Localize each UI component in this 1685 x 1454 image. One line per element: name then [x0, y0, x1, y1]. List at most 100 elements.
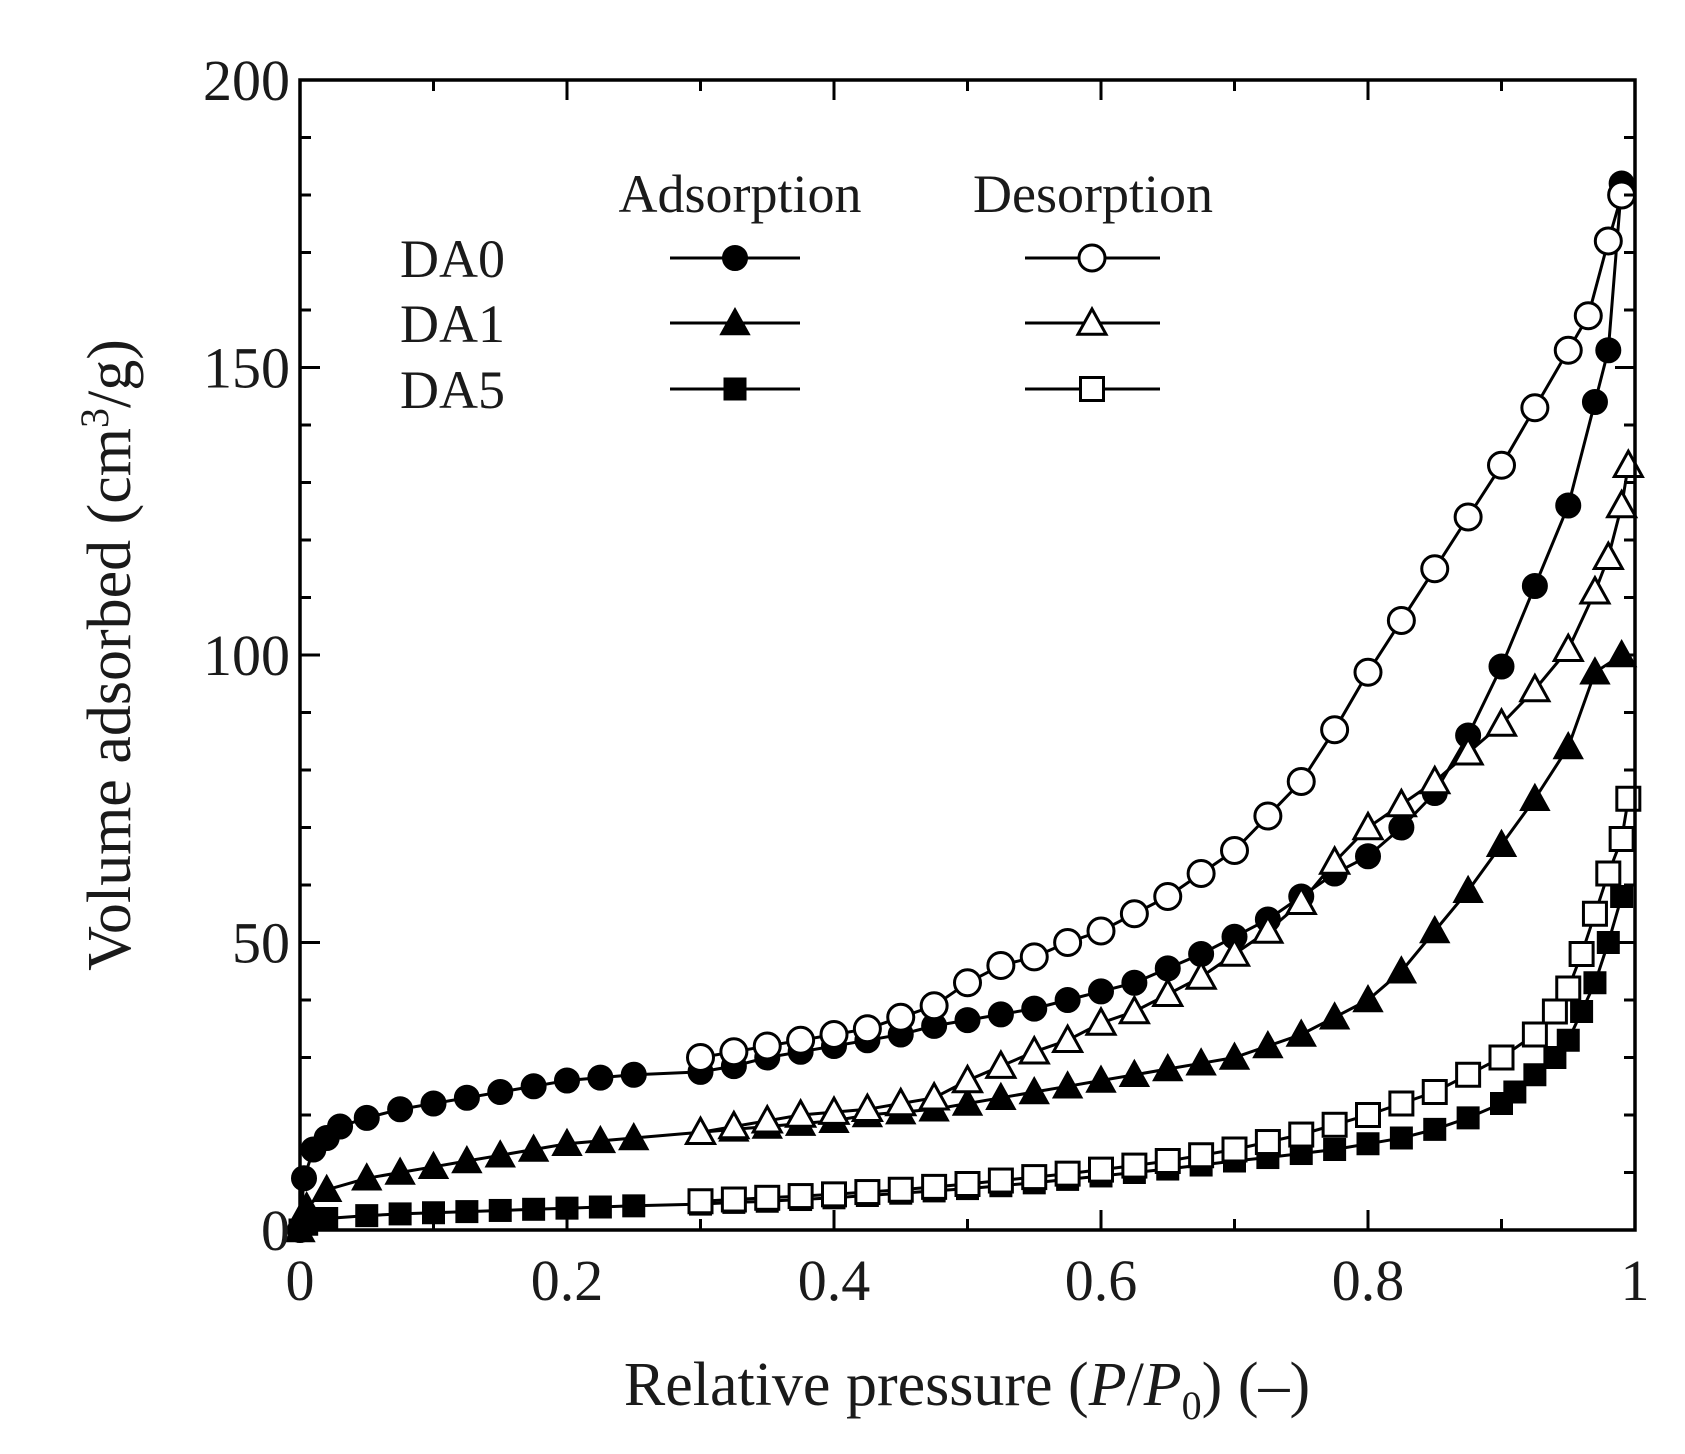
data-point-da0-adsorption: [1355, 843, 1381, 870]
data-point-da0-desorption: [1086, 916, 1116, 946]
data-point-da5-desorption: [687, 1188, 714, 1215]
data-point-da0-adsorption: [520, 1073, 547, 1100]
data-point-da1-adsorption: [1452, 874, 1484, 903]
y-tick-label: 200: [203, 48, 290, 113]
data-point-da1-desorption: [1251, 913, 1285, 944]
data-point-da0-desorption: [1320, 715, 1350, 745]
data-point-da5-desorption: [1221, 1136, 1248, 1163]
data-point-da5-adsorption: [488, 1198, 512, 1222]
data-point-da1-adsorption: [351, 1162, 383, 1191]
data-point-da1-desorption: [1578, 574, 1612, 605]
data-point-da1-adsorption: [1252, 1029, 1284, 1059]
data-point-da5-desorption: [1541, 998, 1568, 1025]
data-point-da5-adsorption: [588, 1195, 612, 1219]
series-line-da0-desorption: [700, 194, 1624, 1059]
data-point-da0-desorption: [986, 951, 1016, 980]
data-point-da1-adsorption: [1352, 983, 1384, 1013]
data-point-da0-desorption: [1353, 657, 1383, 687]
data-point-da0-desorption: [786, 1025, 816, 1055]
data-point-da5-adsorption: [1583, 971, 1607, 995]
data-point-da0-desorption: [1220, 836, 1249, 865]
data-point-da1-desorption: [1217, 936, 1252, 967]
data-point-da0-desorption: [1453, 502, 1483, 532]
legend-marker-da1-desorption: [1075, 305, 1109, 336]
data-point-da5-desorption: [1154, 1148, 1181, 1174]
data-point-da0-adsorption: [1121, 969, 1148, 996]
data-point-da1-desorption: [1591, 540, 1625, 570]
legend-marker-da1-adsorption: [719, 306, 751, 336]
data-point-da1-adsorption: [1419, 914, 1451, 944]
data-point-da5-desorption: [821, 1181, 847, 1208]
data-point-da0-adsorption: [1154, 955, 1181, 982]
data-point-da1-adsorption: [951, 1087, 984, 1116]
data-point-da0-desorption: [719, 1037, 749, 1067]
tick-layer: 0 0.2 0.4 0.6 0.8 1 0 50 100 150 200: [203, 48, 1650, 1313]
data-point-da0-desorption: [1286, 767, 1316, 796]
data-point-da1-desorption: [1605, 488, 1639, 519]
data-point-da5-desorption: [1568, 941, 1595, 967]
data-point-da1-desorption: [950, 1063, 985, 1094]
x-axis-title-slash: /: [1127, 1351, 1145, 1419]
data-point-da0-desorption: [1253, 801, 1283, 831]
data-point-da0-desorption: [886, 1002, 916, 1032]
data-point-da1-desorption: [984, 1049, 1018, 1079]
data-point-da5-adsorption: [522, 1197, 546, 1221]
data-point-da1-desorption: [1151, 977, 1185, 1007]
series-da0-adsorption: [287, 170, 1635, 1243]
data-point-da0-adsorption: [420, 1090, 447, 1117]
y-tick-label: 100: [203, 623, 290, 688]
x-tick-label: 0: [286, 1248, 315, 1313]
legend-marker-da5-desorption: [1079, 376, 1105, 402]
data-point-da1-desorption: [1518, 672, 1552, 703]
data-point-da5-desorption: [1288, 1121, 1315, 1148]
data-point-da0-desorption: [1593, 226, 1623, 256]
data-point-da1-desorption: [750, 1103, 784, 1134]
data-point-da1-adsorption: [1579, 656, 1611, 685]
data-point-da1-adsorption: [1018, 1075, 1050, 1105]
data-point-da5-desorption: [1121, 1152, 1148, 1179]
data-point-da0-desorption: [1420, 554, 1450, 584]
x-axis-title: Relative pressure (P/P0) (–): [624, 1351, 1310, 1428]
data-point-da5-desorption: [1595, 860, 1622, 887]
data-point-da5-desorption: [1421, 1079, 1448, 1105]
data-point-da5-adsorption: [388, 1202, 412, 1226]
data-point-da0-adsorption: [954, 1007, 981, 1034]
x-tick-label: 0.8: [1332, 1248, 1405, 1313]
y-tick-label: 50: [232, 911, 290, 976]
series-layer: [284, 170, 1645, 1243]
data-point-da0-desorption: [1487, 450, 1516, 480]
data-point-da1-adsorption: [311, 1173, 343, 1202]
data-point-da1-desorption: [1284, 885, 1318, 915]
data-point-da5-adsorption: [1543, 1046, 1567, 1069]
data-point-da1-desorption: [1084, 1005, 1118, 1036]
series-da5-desorption: [687, 785, 1642, 1215]
data-point-da5-desorption: [720, 1186, 747, 1213]
legend-row-da5: DA5: [400, 360, 505, 420]
data-point-da0-adsorption: [1581, 389, 1608, 415]
data-point-da0-desorption: [1520, 393, 1550, 423]
data-point-da1-desorption: [1017, 1034, 1051, 1065]
legend-samples: [670, 243, 1160, 402]
data-point-da1-desorption: [817, 1095, 851, 1125]
data-point-da1-desorption: [1117, 994, 1151, 1025]
data-point-da5-desorption: [1488, 1044, 1515, 1071]
data-point-da0-adsorption: [1521, 573, 1548, 599]
data-point-da5-adsorption: [1423, 1117, 1447, 1141]
data-point-da5-desorption: [1455, 1061, 1482, 1088]
data-point-da5-desorption: [1088, 1156, 1114, 1183]
data-point-da0-desorption: [852, 1014, 882, 1044]
data-point-da1-desorption: [717, 1109, 751, 1140]
data-point-da1-adsorption: [484, 1139, 516, 1168]
data-point-da1-desorption: [683, 1115, 718, 1145]
data-point-da1-adsorption: [1152, 1052, 1184, 1082]
data-point-da0-adsorption: [987, 1001, 1014, 1028]
data-point-da5-adsorption: [1523, 1063, 1547, 1087]
data-point-da5-desorption: [1555, 975, 1582, 1002]
data-point-da0-adsorption: [291, 1165, 318, 1192]
data-point-da5-desorption: [1188, 1142, 1215, 1169]
y-tick-label: 0: [261, 1198, 290, 1263]
data-point-da1-desorption: [1051, 1023, 1085, 1053]
series-da0-desorption: [686, 180, 1637, 1072]
data-point-da1-adsorption: [451, 1144, 483, 1174]
data-point-da5-adsorption: [355, 1204, 379, 1228]
